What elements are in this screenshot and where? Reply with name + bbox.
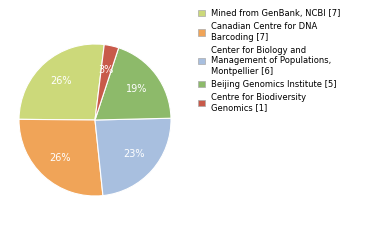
Text: 26%: 26% (50, 76, 72, 86)
Text: 26%: 26% (49, 153, 71, 163)
Text: 3%: 3% (99, 65, 114, 75)
Wedge shape (19, 44, 104, 120)
Legend: Mined from GenBank, NCBI [7], Canadian Centre for DNA
Barcoding [7], Center for : Mined from GenBank, NCBI [7], Canadian C… (198, 9, 341, 112)
Wedge shape (19, 119, 103, 196)
Text: 23%: 23% (123, 149, 144, 159)
Wedge shape (95, 118, 171, 196)
Wedge shape (95, 45, 119, 120)
Text: 19%: 19% (126, 84, 147, 94)
Wedge shape (95, 48, 171, 120)
